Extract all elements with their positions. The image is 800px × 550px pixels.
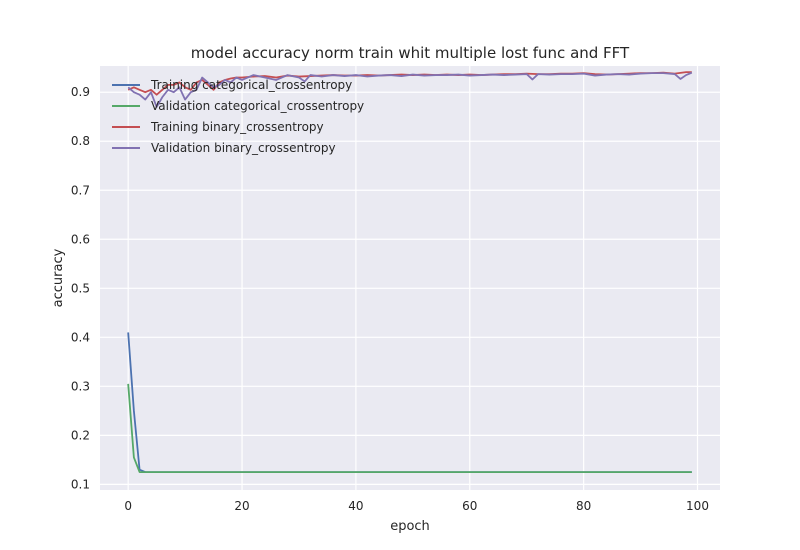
grid-lines xyxy=(100,66,720,490)
legend-label-3: Validation binary_crossentropy xyxy=(151,141,336,155)
legend-label-0: Training categorical_crossentropy xyxy=(150,78,352,92)
series-line-3 xyxy=(127,71,693,108)
y-tick-label-1: 0.2 xyxy=(71,428,90,442)
legend: Training categorical_crossentropy Validat… xyxy=(112,78,364,155)
series-lines xyxy=(127,71,693,474)
x-tick-label-4: 80 xyxy=(576,499,591,513)
y-axis-label: accuracy xyxy=(51,248,66,307)
y-tick-label-5: 0.6 xyxy=(71,232,90,246)
series-line-1 xyxy=(127,383,692,474)
y-tick-label-2: 0.3 xyxy=(71,379,90,393)
x-tick-label-1: 20 xyxy=(234,499,249,513)
y-tick-label-0: 0.1 xyxy=(71,477,90,491)
y-tick-label-3: 0.4 xyxy=(71,330,90,344)
x-tick-labels: 0 20 40 60 80 100 xyxy=(124,499,709,513)
y-tick-label-6: 0.7 xyxy=(71,183,90,197)
y-tick-label-7: 0.8 xyxy=(71,134,90,148)
legend-label-1: Validation categorical_crossentropy xyxy=(151,99,364,113)
chart-title: model accuracy norm train whit multiple … xyxy=(191,44,630,62)
x-tick-label-0: 0 xyxy=(124,499,132,513)
plot-background xyxy=(100,66,720,490)
x-tick-label-2: 40 xyxy=(348,499,363,513)
x-tick-label-3: 60 xyxy=(462,499,477,513)
y-tick-label-4: 0.5 xyxy=(71,281,90,295)
y-tick-label-8: 0.9 xyxy=(71,85,90,99)
x-tick-label-5: 100 xyxy=(686,499,709,513)
x-axis-label: epoch xyxy=(390,519,430,534)
legend-label-2: Training binary_crossentropy xyxy=(150,120,324,134)
y-tick-labels: 0.1 0.2 0.3 0.4 0.5 0.6 0.7 0.8 0.9 xyxy=(71,85,90,491)
